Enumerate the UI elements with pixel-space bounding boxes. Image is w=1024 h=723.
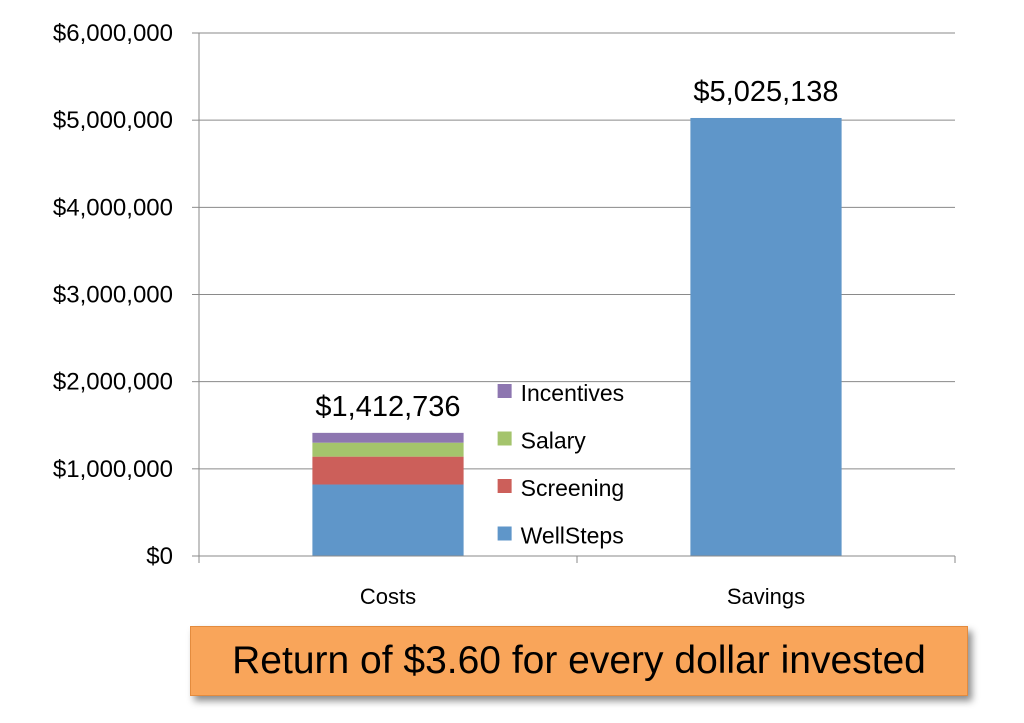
data-labels: $1,412,736 $5,025,138 (315, 76, 838, 423)
bar-segment-salary (312, 442, 464, 457)
y-tick-label: $0 (146, 543, 173, 570)
y-tick-label: $1,000,000 (53, 456, 173, 483)
bar-segment-wellsteps (312, 484, 464, 556)
legend-label-screening: Screening (521, 475, 625, 501)
legend-swatch-wellsteps (497, 526, 512, 541)
total-data-label: $1,412,736 (315, 391, 460, 423)
y-tick-label: $3,000,000 (53, 282, 173, 309)
total-data-label: $5,025,138 (693, 76, 838, 108)
x-category-label: Costs (360, 584, 416, 609)
y-tick-label: $6,000,000 (53, 20, 173, 47)
legend-label-wellsteps: WellSteps (521, 523, 624, 549)
x-axis: Costs Savings (198, 555, 956, 609)
legend-swatch-incentives (497, 384, 512, 398)
legend-label-salary: Salary (521, 428, 587, 454)
legend: Incentives Salary Screening WellSteps (497, 380, 625, 549)
y-tick-label: $2,000,000 (53, 369, 173, 396)
bars (312, 117, 842, 557)
x-category-label: Savings (727, 584, 805, 609)
legend-swatch-screening (497, 479, 512, 493)
legend-label-incentives: Incentives (521, 380, 625, 406)
bar-segment-screening (312, 456, 464, 485)
roi-callout: Return of $3.60 for every dollar investe… (190, 626, 968, 696)
y-axis: $0 $1,000,000 $2,000,000 $3,000,000 $4,000,0… (53, 20, 200, 570)
bar-segment-wellsteps (690, 117, 842, 557)
legend-swatch-salary (497, 431, 512, 446)
y-tick-label: $4,000,000 (53, 194, 173, 221)
roi-callout-text: Return of $3.60 for every dollar investe… (232, 639, 926, 682)
bar-segment-incentives (312, 432, 464, 443)
y-tick-label: $5,000,000 (53, 107, 173, 134)
